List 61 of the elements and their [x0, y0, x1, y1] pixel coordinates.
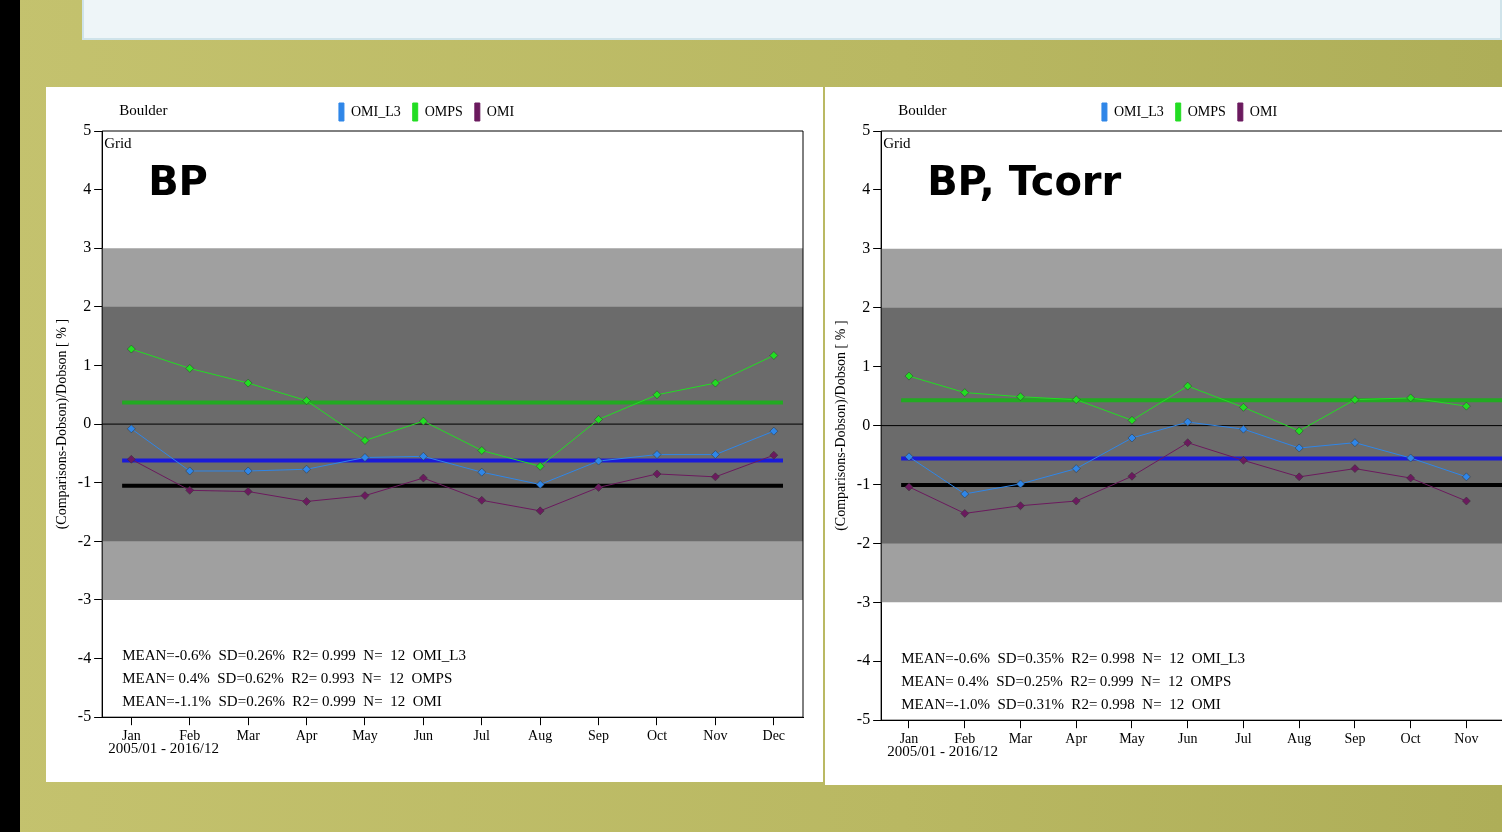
x-tick-label: Jul [1235, 731, 1252, 747]
x-tick-label: Apr [1065, 731, 1088, 747]
y-tick-label: 2 [83, 297, 92, 315]
legend-label: OMI_L3 [1113, 103, 1164, 119]
x-tick-label: Aug [1287, 731, 1312, 747]
y-tick-label: -3 [856, 592, 871, 610]
legend-label: OMI [486, 103, 515, 119]
x-tick-label: Sep [588, 728, 610, 744]
legend-label: OMPS [424, 103, 463, 119]
annotation: Grid [104, 135, 133, 151]
y-tick-label: -1 [77, 472, 92, 490]
annotation: Grid [883, 135, 912, 151]
text: Boulder [119, 102, 168, 118]
x-tick-label: May [1119, 731, 1145, 747]
x-tick-label: Oct [646, 728, 668, 744]
y-tick-label: -3 [77, 590, 92, 608]
x-tick-label: Apr [295, 728, 318, 744]
legend-label: OMI [1249, 103, 1278, 119]
annotation: MEAN=-1.1% SD=0.26% R2= 0.999 N= 12 OMI [122, 693, 442, 710]
legend-label: OMPS [1187, 103, 1226, 119]
y-tick-label: -4 [77, 648, 92, 666]
x-tick-label: Aug [528, 728, 553, 744]
x-tick-label: Jun [1177, 731, 1198, 747]
x-tick-label: May [352, 728, 378, 744]
y-tick-label: 3 [83, 238, 92, 256]
y-tick-label: 5 [862, 121, 871, 139]
annotation: MEAN=-0.6% SD=0.35% R2= 0.998 N= 12 OMI_L3 [901, 650, 1245, 667]
annotation: MEAN=-1.0% SD=0.31% R2= 0.998 N= 12 OMI [901, 696, 1221, 713]
x-tick-label: Oct [1400, 731, 1421, 747]
x-tick-label: Mar [1008, 731, 1033, 747]
y-tick-label: -1 [856, 474, 871, 492]
y-tick-label: 0 [862, 415, 871, 433]
y-tick-label: 1 [862, 356, 871, 374]
text: Boulder [898, 102, 947, 118]
y-tick-label: -2 [856, 533, 871, 551]
y-tick-label: 4 [862, 180, 871, 198]
y-axis-title: (Comparisons-Dobson)/Dobson [ % ] [54, 318, 71, 530]
y-tick-label: -5 [77, 707, 92, 725]
annotation: MEAN= 0.4% SD=0.25% R2= 0.999 N= 12 OMPS [901, 673, 1232, 690]
x-tick-label: Jun [413, 728, 434, 744]
y-tick-label: 0 [83, 414, 92, 432]
y-axis-title: (Comparisons-Dobson)/Dobson [ % ] [833, 320, 850, 531]
y-tick-label: 4 [83, 179, 92, 197]
x-tick-label: Jul [473, 728, 491, 744]
text: BP, Tcorr [927, 158, 1122, 204]
text: BP [148, 158, 208, 204]
y-tick-label: 1 [83, 355, 92, 373]
y-tick-label: 3 [862, 239, 871, 257]
y-tick-label: 2 [862, 297, 871, 315]
y-tick-label: -2 [77, 531, 92, 549]
annotation: MEAN=-0.6% SD=0.26% R2= 0.999 N= 12 OMI_L3 [122, 647, 466, 664]
x-tick-label: Mar [236, 728, 261, 744]
annotation: MEAN= 0.4% SD=0.62% R2= 0.993 N= 12 OMPS [122, 670, 453, 687]
x-tick-label: Dec [762, 728, 786, 744]
x-tick-label: Sep [1344, 731, 1366, 747]
x-tick-label: Nov [703, 728, 728, 744]
legend-label: OMI_L3 [350, 103, 401, 119]
y-tick-label: 5 [83, 121, 92, 139]
y-tick-label: -4 [856, 651, 871, 669]
x-tick-label: Nov [1454, 731, 1479, 747]
y-tick-label: -5 [856, 710, 871, 728]
